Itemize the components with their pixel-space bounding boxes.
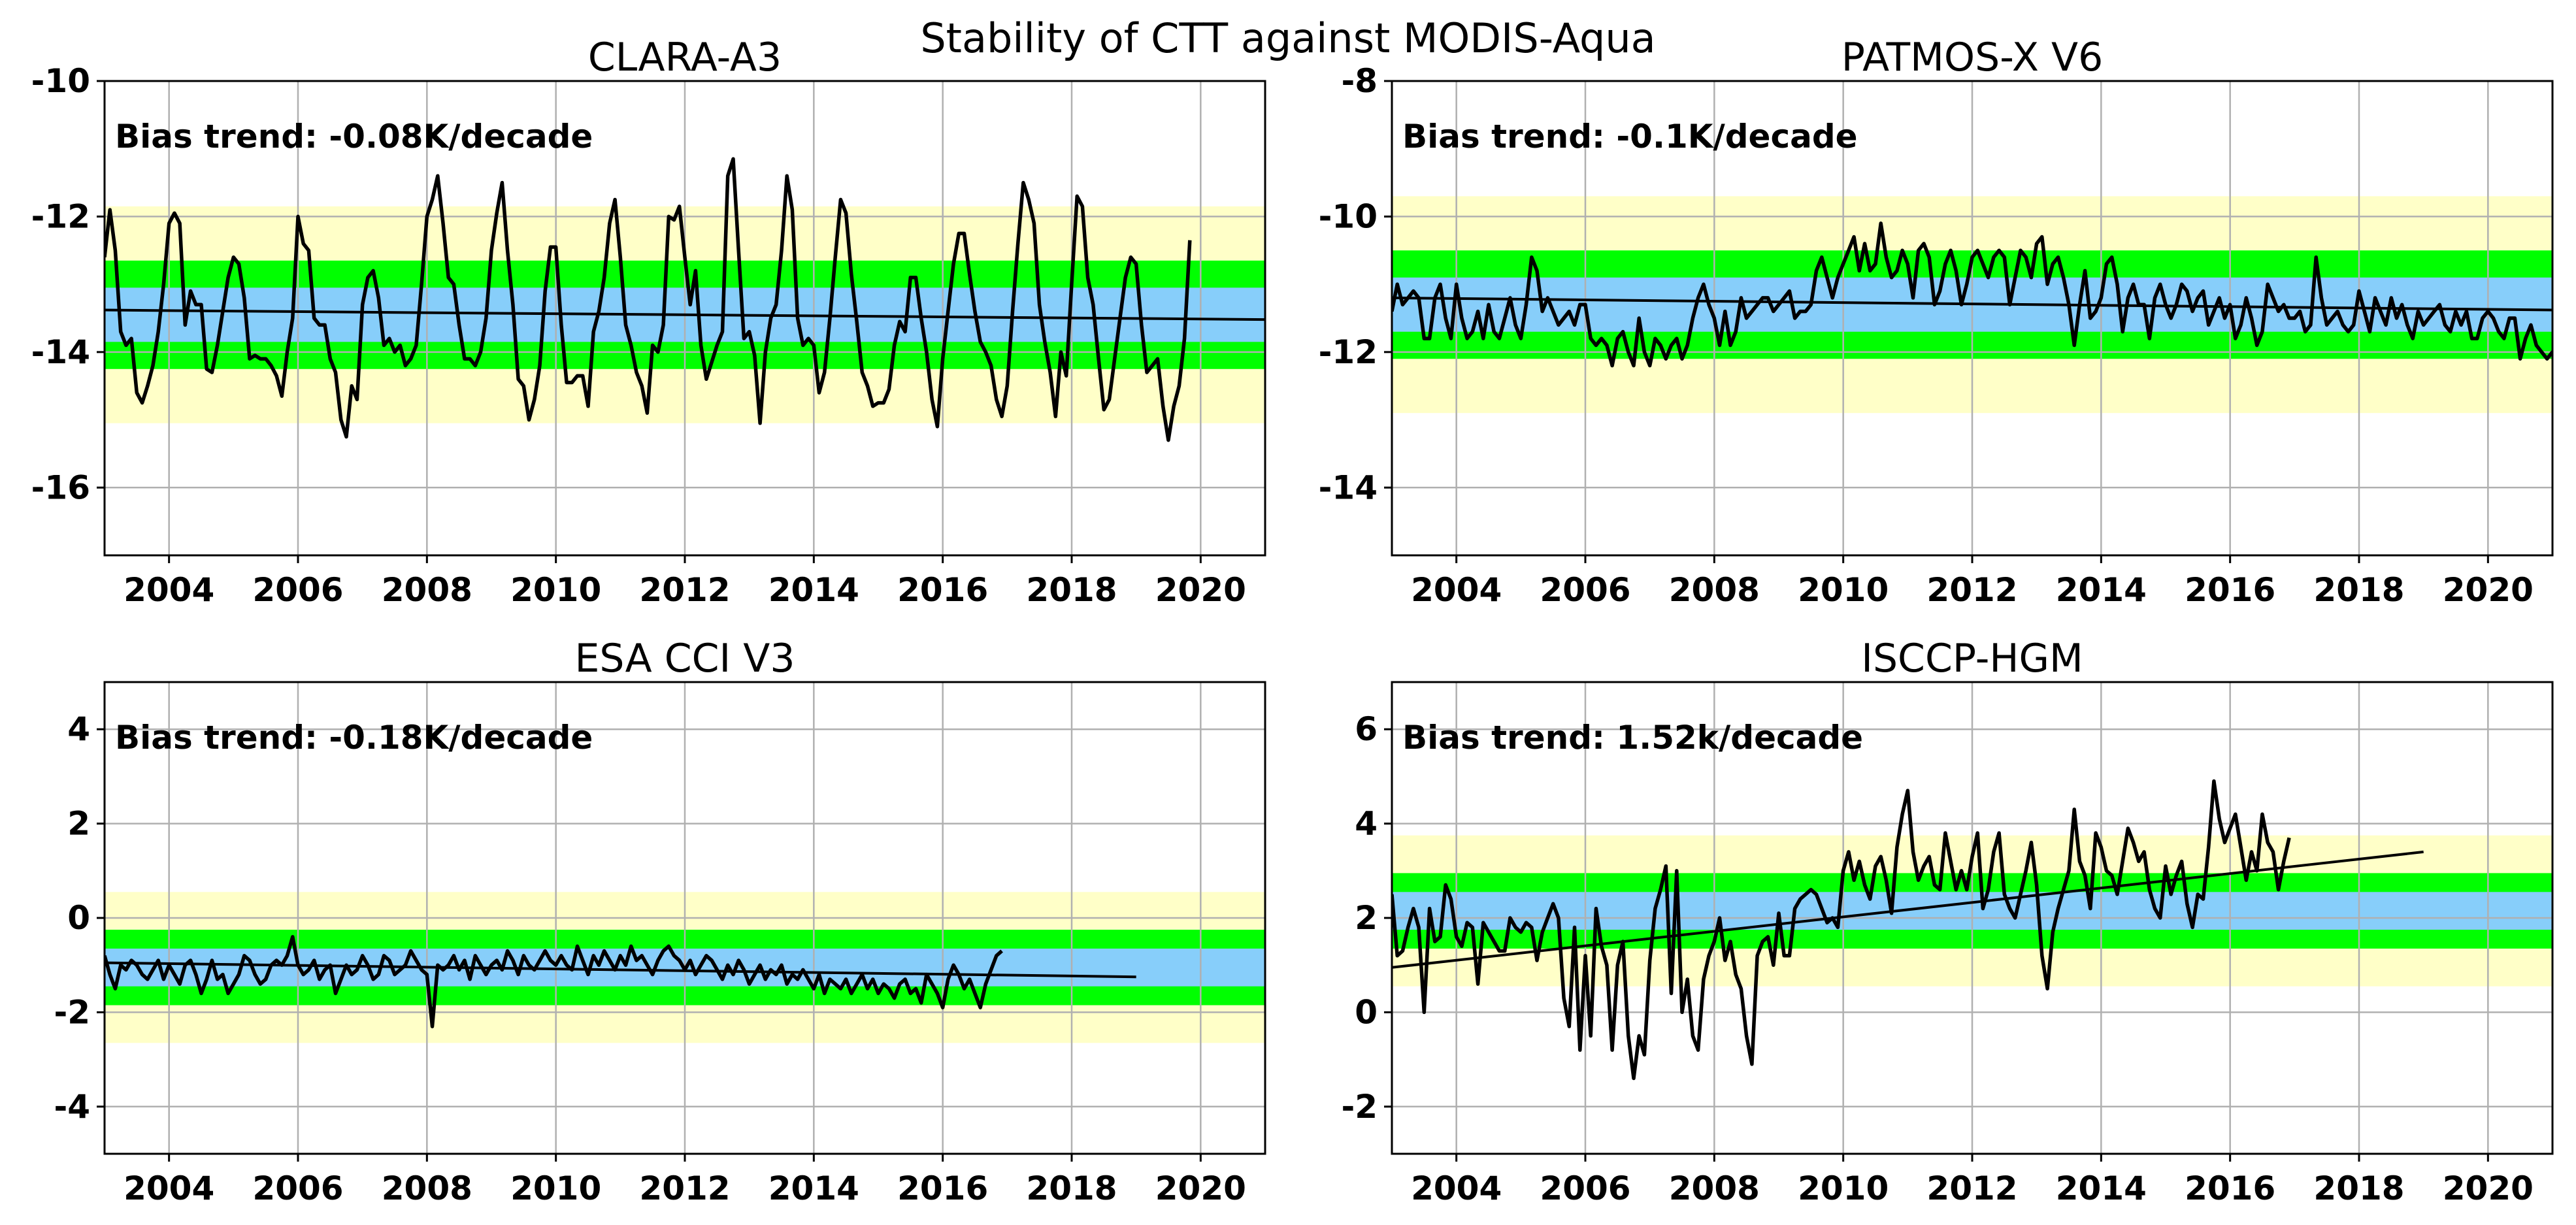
x-tick-label: 2018 xyxy=(2313,571,2404,609)
bias-trend-annotation: Bias trend: 1.52k/decade xyxy=(1402,719,1863,757)
x-tick-label: 2016 xyxy=(897,1169,988,1207)
x-tick-label: 2008 xyxy=(382,1169,472,1207)
x-tick-label: 2004 xyxy=(1411,1169,1502,1207)
series-line-0 xyxy=(105,935,1003,1028)
x-tick-label: 2014 xyxy=(768,1169,859,1207)
y-tick-label: -14 xyxy=(31,333,90,371)
y-tick-label: 4 xyxy=(1355,805,1378,843)
plot-area-clara-a3 xyxy=(105,81,1265,555)
panel-title: ISCCP-HGM xyxy=(1861,636,2083,681)
x-tick-label: 2014 xyxy=(2056,571,2147,609)
trend-line xyxy=(1392,296,2552,312)
plot-area-patmos-x-v6 xyxy=(1392,81,2552,555)
x-tick-label: 2018 xyxy=(1026,571,1117,609)
x-tick-label: 2012 xyxy=(639,571,730,609)
panel-esa-cci-v3: 2004 2006 2008 2010 2012 2014 2016 2018 2020 -4 -2… xyxy=(54,636,1266,1207)
y-tick-label: -12 xyxy=(31,197,90,235)
y-tick-label: 2 xyxy=(67,805,90,843)
x-tick-label: 2006 xyxy=(1540,571,1630,609)
x-tick-label: 2010 xyxy=(1798,571,1889,609)
x-tick-label: 2010 xyxy=(1798,1169,1889,1207)
plot-area-isccp-hgm xyxy=(1392,682,2552,1154)
x-tick-label: 2012 xyxy=(639,1169,730,1207)
trend-line xyxy=(105,961,1136,979)
panel-title: ESA CCI V3 xyxy=(574,636,795,681)
x-tick-label: 2004 xyxy=(124,571,214,609)
y-tick-label: 0 xyxy=(1355,993,1378,1031)
bias-trend-annotation: Bias trend: -0.18K/decade xyxy=(115,719,593,757)
x-tick-label: 2020 xyxy=(2443,1169,2534,1207)
x-tick-label: 2006 xyxy=(252,1169,343,1207)
x-tick-label: 2012 xyxy=(1926,1169,2017,1207)
x-tick-label: 2016 xyxy=(897,571,988,609)
x-tick-label: 2004 xyxy=(1411,571,1502,609)
x-tick-label: 2020 xyxy=(2443,571,2534,609)
y-tick-label: -2 xyxy=(54,993,90,1031)
bias-trend-annotation: Bias trend: -0.1K/decade xyxy=(1402,118,1858,155)
x-tick-label: 2010 xyxy=(510,1169,601,1207)
x-tick-label: 2020 xyxy=(1155,571,1246,609)
panel-isccp-hgm: 2004 2006 2008 2010 2012 2014 2016 2018 2020 -2 0 2… xyxy=(1341,636,2554,1207)
x-tick-label: 2008 xyxy=(1669,1169,1760,1207)
trend-line xyxy=(1392,850,2424,969)
x-tick-label: 2018 xyxy=(2313,1169,2404,1207)
y-tick-label: -10 xyxy=(31,62,90,100)
series-line-0 xyxy=(1392,779,2291,1081)
y-tick-label: -16 xyxy=(31,468,90,506)
panel-title: PATMOS-X V6 xyxy=(1841,35,2104,80)
y-tick-label: 4 xyxy=(67,710,90,748)
x-tick-label: 2006 xyxy=(1540,1169,1630,1207)
panel-title: CLARA-A3 xyxy=(588,35,782,80)
y-tick-label: -4 xyxy=(54,1088,90,1126)
figure-title: Stability of CTT against MODIS-Aqua xyxy=(920,14,1656,62)
series-line-0 xyxy=(105,157,1192,442)
y-tick-label: 0 xyxy=(67,899,90,937)
x-tick-label: 2020 xyxy=(1155,1169,1246,1207)
x-tick-label: 2016 xyxy=(2185,571,2275,609)
y-tick-label: -10 xyxy=(1319,197,1378,235)
y-tick-label: 6 xyxy=(1355,710,1378,748)
x-tick-label: 2014 xyxy=(2056,1169,2147,1207)
bias-trend-annotation: Bias trend: -0.08K/decade xyxy=(115,118,593,155)
x-tick-label: 2006 xyxy=(252,571,343,609)
y-tick-label: -2 xyxy=(1341,1088,1378,1126)
x-tick-label: 2004 xyxy=(124,1169,214,1207)
y-tick-label: -12 xyxy=(1319,333,1378,371)
x-tick-label: 2014 xyxy=(768,571,859,609)
panel-clara-a3: 2004 2006 2008 2010 2012 2014 2016 2018 2020 -16 -… xyxy=(31,35,1266,609)
x-tick-label: 2012 xyxy=(1926,571,2017,609)
x-tick-label: 2018 xyxy=(1026,1169,1117,1207)
y-tick-label: -8 xyxy=(1341,62,1378,100)
x-tick-label: 2010 xyxy=(510,571,601,609)
y-tick-label: 2 xyxy=(1355,899,1378,937)
panel-patmos-x-v6: 2004 2006 2008 2010 2012 2014 2016 2018 2020 -14 -… xyxy=(1319,35,2554,609)
x-tick-label: 2016 xyxy=(2185,1169,2275,1207)
trend-line xyxy=(105,308,1265,321)
x-tick-label: 2008 xyxy=(382,571,472,609)
series-line-0 xyxy=(1392,221,2552,368)
y-tick-label: -14 xyxy=(1319,468,1378,506)
x-tick-label: 2008 xyxy=(1669,571,1760,609)
plot-area-esa-cci-v3 xyxy=(105,682,1265,1154)
